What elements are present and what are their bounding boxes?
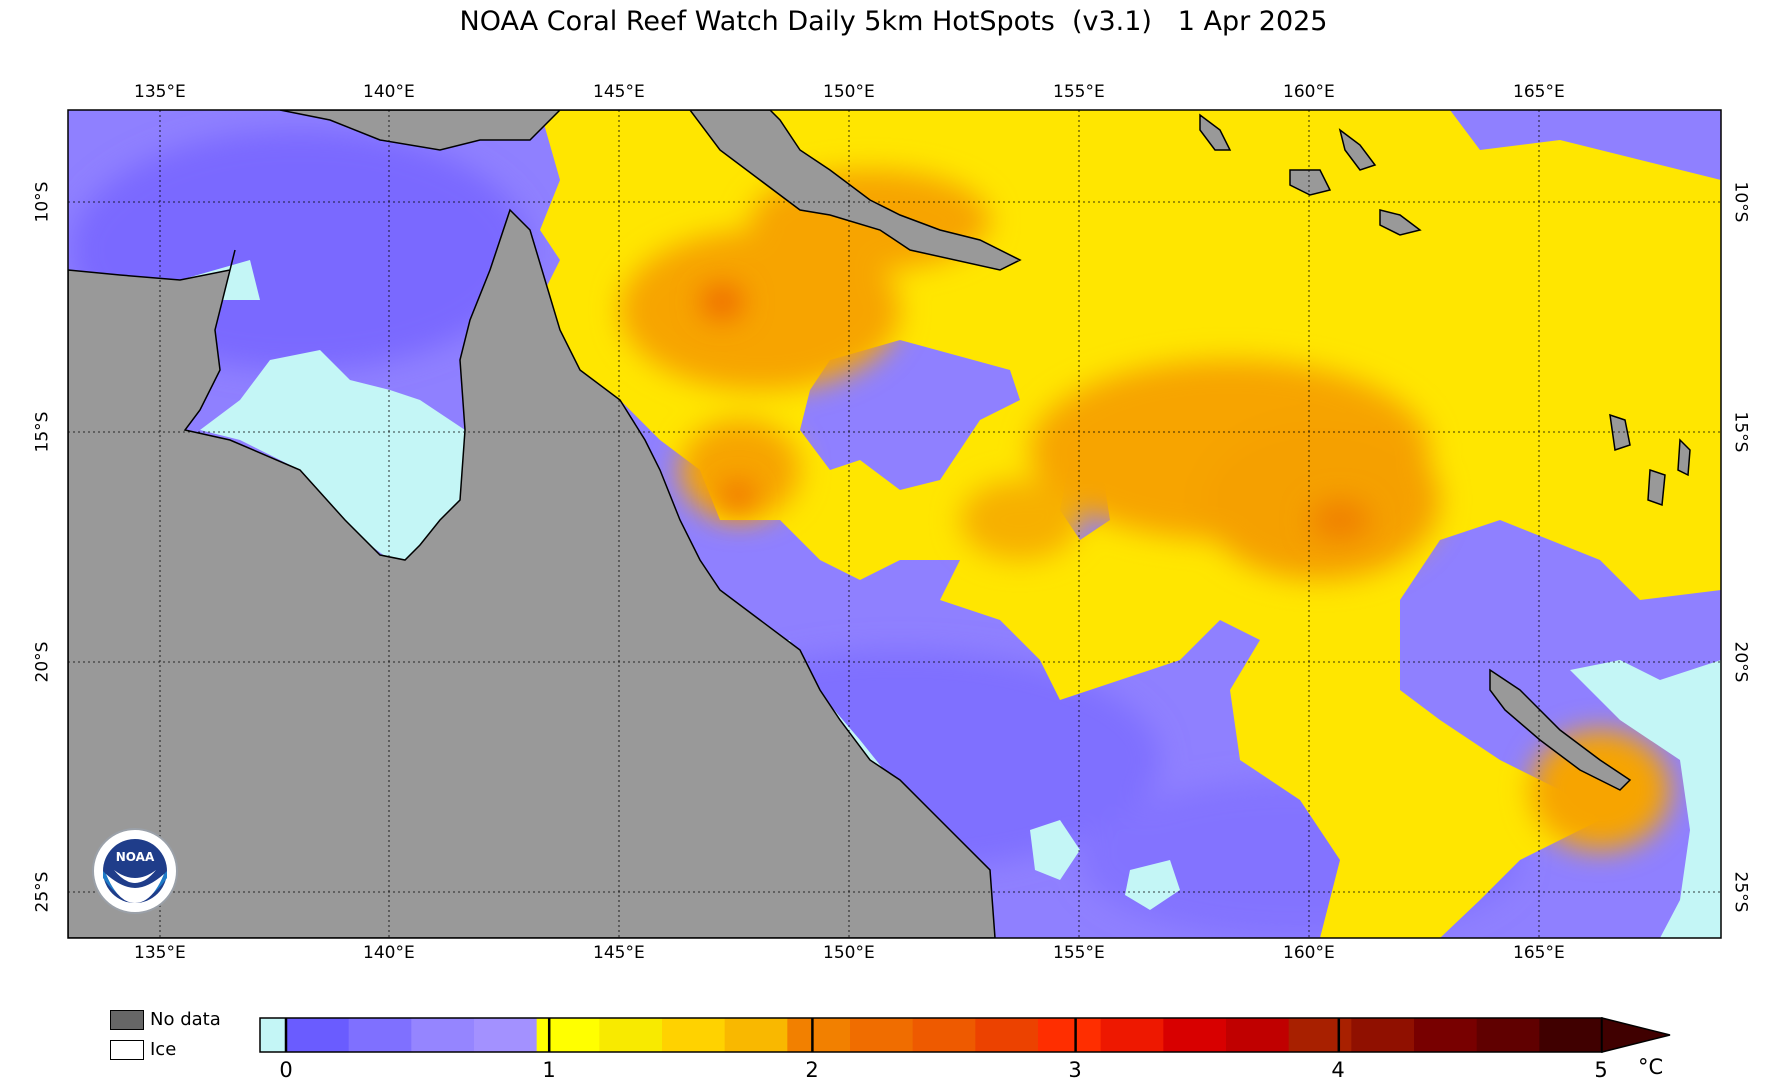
lat-tick-right: 25°S (1730, 871, 1751, 913)
lat-tick-left: 10°S (32, 181, 53, 223)
ice-swatch (110, 1040, 144, 1060)
lon-tick-bottom: 165°E (1513, 943, 1565, 963)
solomon-islands (1199, 113, 1422, 236)
colorbar-tick: 0 (279, 1058, 293, 1082)
colorbar-unit: °C (1638, 1055, 1664, 1079)
lon-tick-top: 165°E (1513, 82, 1565, 102)
colorbar-tick: 4 (1331, 1058, 1345, 1082)
lat-tick-left: 20°S (32, 641, 53, 683)
lon-tick-top: 140°E (363, 82, 415, 102)
noaa-logo: NOAA (92, 828, 178, 914)
no-data-swatch (110, 1010, 144, 1030)
map-title: NOAA Coral Reef Watch Daily 5km HotSpots… (459, 6, 1328, 37)
lon-tick-bottom: 155°E (1053, 943, 1105, 963)
lon-tick-top: 160°E (1283, 82, 1335, 102)
new-caledonia-landmass (1489, 668, 1632, 791)
colorbar-tick: 5 (1594, 1058, 1608, 1082)
graticule (68, 110, 1721, 938)
no-data-label: No data (150, 1009, 221, 1030)
ice-label: Ice (150, 1039, 177, 1060)
lat-tick-left: 15°S (32, 411, 53, 453)
zero-hotspot-gulf (200, 350, 465, 560)
zero-hotspot-south-1 (1030, 820, 1080, 880)
lon-tick-bottom: 145°E (593, 943, 645, 963)
lon-tick-top: 145°E (593, 82, 645, 102)
lon-tick-bottom: 140°E (363, 943, 415, 963)
lon-tick-top: 155°E (1053, 82, 1105, 102)
vanuatu-islands (1609, 413, 1691, 507)
logo-text: NOAA (116, 850, 155, 864)
colorbar-tick: 2 (805, 1058, 819, 1082)
map-frame (67, 109, 1722, 939)
colorbar-tick: 1 (542, 1058, 556, 1082)
zero-hotspot-se (1570, 660, 1721, 938)
new-guinea-landmass (279, 110, 1022, 271)
lon-tick-bottom: 135°E (134, 943, 186, 963)
lon-tick-top: 135°E (134, 82, 186, 102)
lon-tick-bottom: 160°E (1283, 943, 1335, 963)
map-area (68, 110, 1721, 938)
hotspot-2-3-region (620, 170, 1670, 850)
lat-tick-right: 10°S (1730, 181, 1751, 223)
hotspot-hot-spots (700, 284, 1370, 540)
lon-tick-bottom: 150°E (823, 943, 875, 963)
lat-tick-right: 20°S (1730, 641, 1751, 683)
australia-landmass (68, 208, 996, 938)
lat-tick-left: 25°S (32, 871, 53, 913)
lon-tick-top: 150°E (823, 82, 875, 102)
zero-hotspot-south-2 (1125, 860, 1180, 910)
hotspot-low-hole (800, 340, 1020, 490)
lat-tick-right: 15°S (1730, 411, 1751, 453)
colorbar-tick: 3 (1068, 1058, 1082, 1082)
